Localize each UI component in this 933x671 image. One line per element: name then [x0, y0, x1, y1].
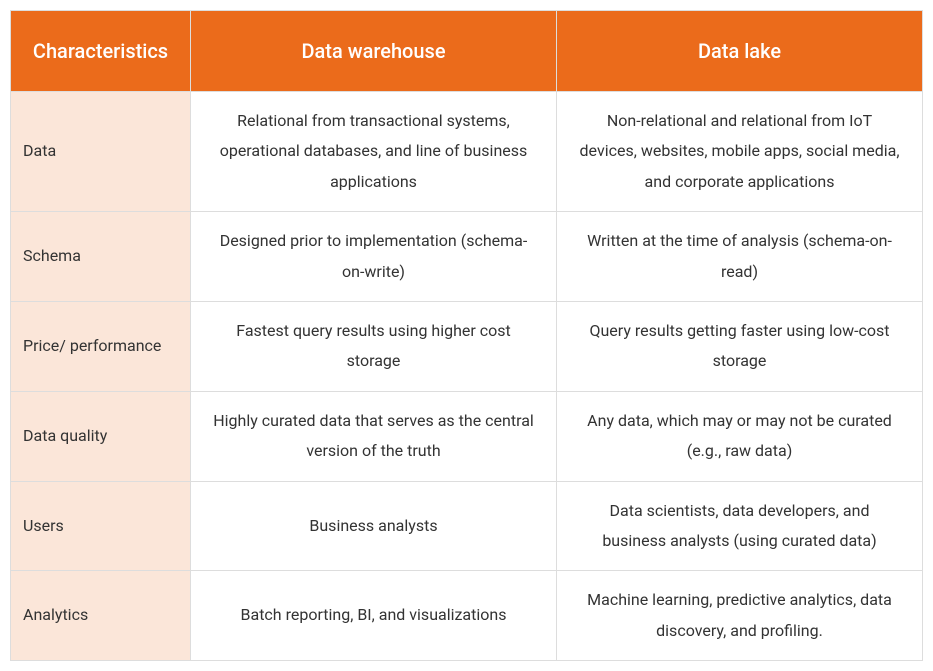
table-header-row: Characteristics Data warehouse Data lake: [11, 11, 923, 92]
cell-schema-warehouse: Designed prior to implementation (schema…: [191, 212, 557, 302]
row-label-data: Data: [11, 92, 191, 212]
table-row: Data quality Highly curated data that se…: [11, 391, 923, 481]
cell-analytics-lake: Machine learning, predictive analytics, …: [557, 571, 923, 661]
table-row: Price/ performance Fastest query results…: [11, 301, 923, 391]
row-label-data-quality: Data quality: [11, 391, 191, 481]
row-label-analytics: Analytics: [11, 571, 191, 661]
cell-quality-lake: Any data, which may or may not be curate…: [557, 391, 923, 481]
table-row: Analytics Batch reporting, BI, and visua…: [11, 571, 923, 661]
table-row: Schema Designed prior to implementation …: [11, 212, 923, 302]
table-row: Data Relational from transactional syste…: [11, 92, 923, 212]
cell-quality-warehouse: Highly curated data that serves as the c…: [191, 391, 557, 481]
cell-users-warehouse: Business analysts: [191, 481, 557, 571]
header-characteristics: Characteristics: [11, 11, 191, 92]
header-data-lake: Data lake: [557, 11, 923, 92]
cell-users-lake: Data scientists, data developers, and bu…: [557, 481, 923, 571]
cell-schema-lake: Written at the time of analysis (schema-…: [557, 212, 923, 302]
row-label-schema: Schema: [11, 212, 191, 302]
row-label-users: Users: [11, 481, 191, 571]
row-label-price-performance: Price/ performance: [11, 301, 191, 391]
cell-data-warehouse: Relational from transactional systems, o…: [191, 92, 557, 212]
cell-data-lake: Non-relational and relational from IoT d…: [557, 92, 923, 212]
header-data-warehouse: Data warehouse: [191, 11, 557, 92]
cell-price-lake: Query results getting faster using low-c…: [557, 301, 923, 391]
cell-analytics-warehouse: Batch reporting, BI, and visualizations: [191, 571, 557, 661]
comparison-table: Characteristics Data warehouse Data lake…: [10, 10, 923, 661]
cell-price-warehouse: Fastest query results using higher cost …: [191, 301, 557, 391]
table-row: Users Business analysts Data scientists,…: [11, 481, 923, 571]
